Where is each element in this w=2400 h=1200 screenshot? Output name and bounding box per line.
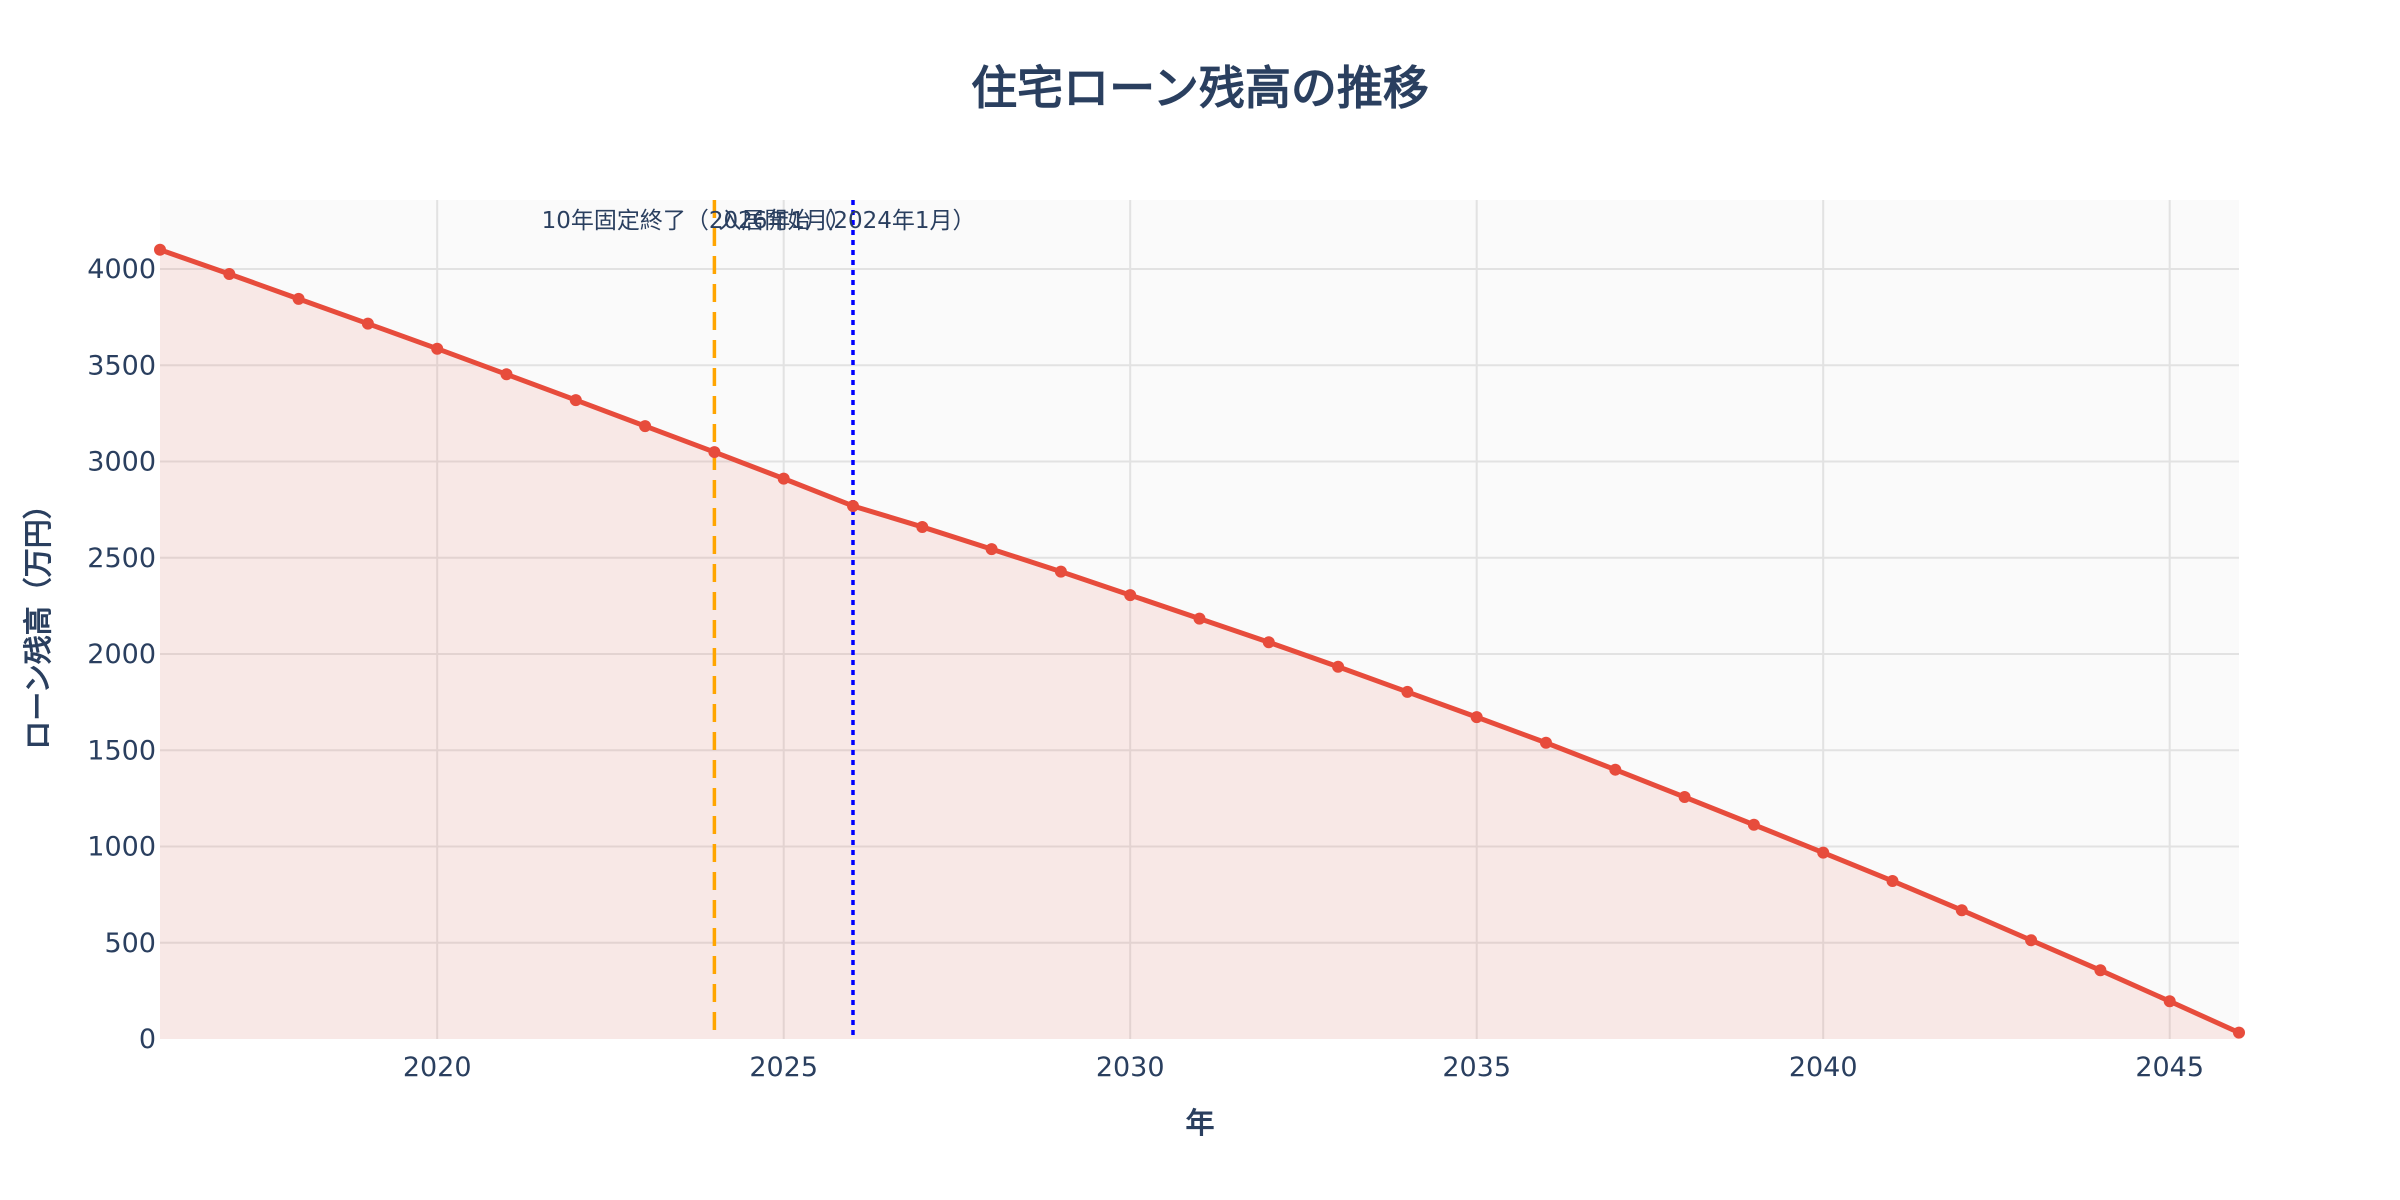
data-point[interactable] [1124,589,1137,602]
x-axis-title: 年 [1185,1106,1215,1140]
data-point[interactable] [639,420,652,433]
y-axis-title: ローン残高（万円） [21,490,55,750]
data-point[interactable] [708,446,721,459]
data-point[interactable] [1817,846,1830,859]
x-tick-label: 2030 [1096,1052,1165,1083]
x-gridlines [436,200,2171,1039]
x-tick-label: 2025 [749,1052,818,1083]
y-tick-label: 1500 [87,735,156,766]
data-point[interactable] [916,520,929,533]
data-point[interactable] [777,472,790,485]
x-tick-label: 2045 [2135,1052,2204,1083]
data-point[interactable] [569,394,582,407]
data-point[interactable] [1470,711,1483,724]
annotation-label: 10年固定終了（2026年1月） [542,208,851,234]
data-point[interactable] [431,342,444,355]
annotation-label: 入居開始（2024年1月） [718,208,975,234]
area-fill [160,249,2239,1039]
data-point[interactable] [223,268,236,281]
data-point[interactable] [1609,763,1622,776]
data-point[interactable] [1054,565,1067,578]
y-gridlines [160,268,2239,944]
data-point[interactable] [1955,904,1968,917]
y-tick-label: 500 [104,928,156,959]
data-point[interactable] [2094,964,2107,977]
data-point[interactable] [1262,636,1275,649]
y-tick-label: 2000 [87,639,156,670]
data-point[interactable] [361,317,374,330]
y-tick-label: 3500 [87,350,156,381]
data-point[interactable] [1886,874,1899,887]
y-tick-label: 2500 [87,543,156,574]
data-point[interactable] [154,243,166,256]
data-point[interactable] [985,543,998,556]
x-axis-ticks: 2020 2025 2030 2035 2040 2045 [403,1052,2204,1083]
data-point[interactable] [500,368,513,381]
data-point[interactable] [847,499,859,512]
data-markers[interactable] [154,243,2245,1039]
y-tick-label: 1000 [87,832,156,863]
x-tick-label: 2035 [1442,1052,1511,1083]
y-tick-label: 3000 [87,447,156,478]
y-tick-label: 0 [139,1024,156,1055]
data-point[interactable] [1193,612,1206,625]
data-point[interactable] [2163,995,2176,1008]
data-point[interactable] [1401,685,1414,698]
data-point[interactable] [1678,791,1691,804]
data-point[interactable] [2233,1026,2245,1039]
annotations: 入居開始（2024年1月）10年固定終了（2026年1月） [542,208,976,234]
data-point[interactable] [292,292,305,305]
data-point[interactable] [1332,660,1345,673]
y-tick-label: 4000 [87,254,156,285]
x-tick-label: 2020 [403,1052,472,1083]
x-tick-label: 2040 [1789,1052,1858,1083]
chart-title: 住宅ローン残高の推移 [971,61,1429,115]
data-point[interactable] [2025,934,2038,947]
data-point[interactable] [1540,736,1552,749]
y-axis-ticks: 0 500 1000 1500 2000 2500 3000 3500 4000 [87,254,156,1055]
data-point[interactable] [1747,818,1760,831]
